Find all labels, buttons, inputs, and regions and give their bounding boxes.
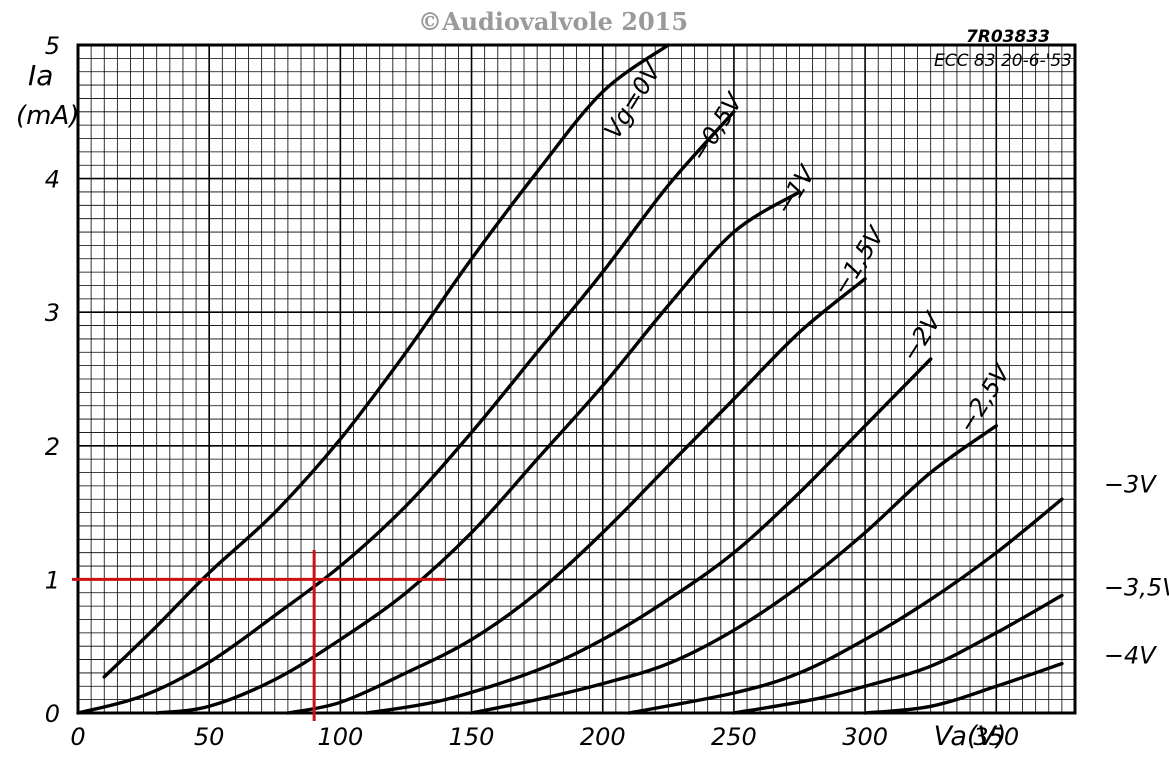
x-tick-label: 350 [973, 723, 1019, 751]
series-label: −3V [1104, 471, 1157, 499]
series-line [102, 43, 670, 679]
drawing-ref-text: 7R03833 [966, 27, 1050, 47]
series-line [863, 661, 1064, 715]
tube-stamp-text: ECC 83 20-6-'53 [934, 51, 1072, 71]
series-label: −3,5V [1104, 573, 1169, 601]
series-line [732, 593, 1064, 715]
y-axis-label-unit: (mA) [16, 101, 79, 131]
series-line [364, 357, 933, 715]
grid [78, 45, 1075, 713]
x-tick-label: 0 [70, 723, 85, 751]
series-line [155, 190, 802, 715]
x-tick-label: 150 [449, 723, 495, 751]
y-tick-label: 0 [45, 700, 60, 728]
y-tick-label: 2 [45, 433, 60, 461]
copyright-text: ©Audiovalvole 2015 [418, 7, 688, 36]
series-line [627, 497, 1064, 715]
x-tick-label: 250 [711, 723, 757, 751]
x-tick-label: 200 [580, 723, 626, 751]
y-tick-label: 4 [45, 166, 60, 194]
y-axis-label-symbol: Ia [28, 59, 53, 92]
x-tick-label: 100 [317, 723, 363, 751]
y-tick-label: 3 [45, 299, 60, 327]
x-axis-label: Va(V) [934, 721, 1007, 752]
plot-frame [76, 43, 1077, 715]
x-tick-label: 50 [194, 723, 225, 751]
series-label: −4V [1104, 642, 1157, 670]
series-line [286, 277, 867, 715]
curves [76, 43, 1064, 715]
y-tick-label: 1 [45, 566, 60, 594]
x-tick-label: 300 [842, 723, 888, 751]
series-line [469, 424, 998, 715]
series-line [76, 110, 736, 715]
y-tick-label: 5 [45, 32, 60, 60]
operating-point-markers [72, 550, 446, 721]
